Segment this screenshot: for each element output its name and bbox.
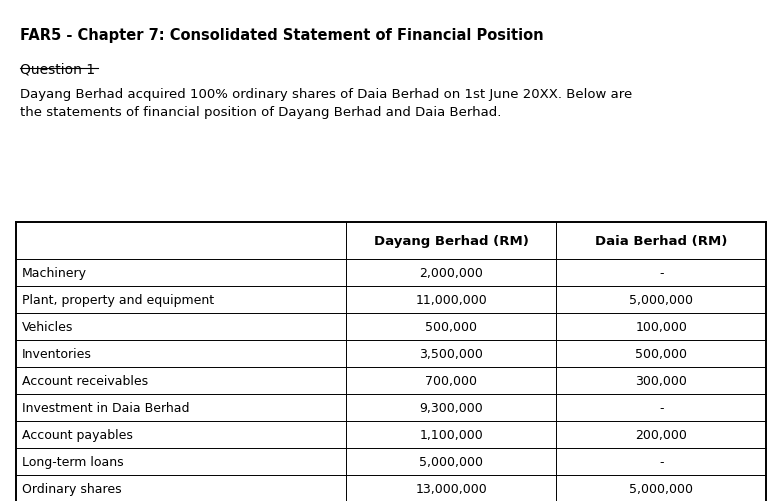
Text: 11,000,000: 11,000,000 — [415, 293, 487, 306]
Text: Inventories: Inventories — [22, 347, 91, 360]
Text: 1,100,000: 1,100,000 — [419, 428, 483, 441]
Text: -: - — [659, 266, 663, 279]
Text: 5,000,000: 5,000,000 — [419, 455, 483, 468]
Text: Investment in Daia Berhad: Investment in Daia Berhad — [22, 401, 189, 414]
Text: Long-term loans: Long-term loans — [22, 455, 124, 468]
Text: Daia Berhad (RM): Daia Berhad (RM) — [595, 234, 727, 247]
Text: Dayang Berhad acquired 100% ordinary shares of Daia Berhad on 1st June 20XX. Bel: Dayang Berhad acquired 100% ordinary sha… — [20, 88, 632, 119]
Text: Plant, property and equipment: Plant, property and equipment — [22, 293, 214, 306]
Text: 5,000,000: 5,000,000 — [630, 482, 694, 495]
Text: Question 1: Question 1 — [20, 63, 95, 77]
Text: 500,000: 500,000 — [425, 320, 477, 333]
Text: -: - — [659, 401, 663, 414]
Text: Account payables: Account payables — [22, 428, 133, 441]
Text: 700,000: 700,000 — [425, 374, 477, 387]
Text: FAR5 - Chapter 7: Consolidated Statement of Financial Position: FAR5 - Chapter 7: Consolidated Statement… — [20, 28, 543, 43]
Text: -: - — [659, 455, 663, 468]
Text: 13,000,000: 13,000,000 — [415, 482, 487, 495]
Text: Machinery: Machinery — [22, 266, 87, 279]
Text: 300,000: 300,000 — [635, 374, 687, 387]
Text: Account receivables: Account receivables — [22, 374, 148, 387]
Text: 200,000: 200,000 — [635, 428, 687, 441]
Text: 2,000,000: 2,000,000 — [419, 266, 483, 279]
Text: 9,300,000: 9,300,000 — [419, 401, 483, 414]
Text: 3,500,000: 3,500,000 — [419, 347, 483, 360]
Text: Vehicles: Vehicles — [22, 320, 74, 333]
Text: Ordinary shares: Ordinary shares — [22, 482, 121, 495]
Text: 500,000: 500,000 — [635, 347, 687, 360]
Text: Dayang Berhad (RM): Dayang Berhad (RM) — [374, 234, 529, 247]
Text: 5,000,000: 5,000,000 — [630, 293, 694, 306]
Text: 100,000: 100,000 — [635, 320, 687, 333]
